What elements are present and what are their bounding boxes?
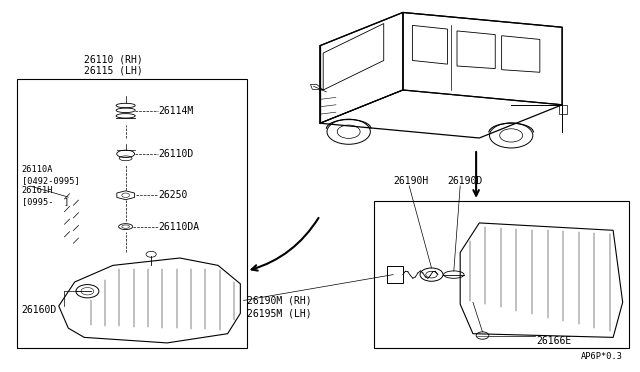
Text: 26110A: 26110A (22, 165, 53, 174)
Text: 26166E: 26166E (537, 336, 572, 346)
Text: [0995-  ]: [0995- ] (22, 197, 69, 206)
Text: 26195M (LH): 26195M (LH) (246, 308, 311, 318)
Text: 26115 (LH): 26115 (LH) (84, 65, 142, 75)
Text: AP6P*0.3: AP6P*0.3 (580, 352, 623, 361)
Bar (374, 201, 629, 349)
Text: 26190D: 26190D (447, 176, 483, 186)
Text: 26190M (RH): 26190M (RH) (246, 295, 311, 305)
Text: 26110D: 26110D (159, 149, 194, 159)
Text: 26250: 26250 (159, 190, 188, 200)
Text: [0492-0995]: [0492-0995] (22, 176, 79, 185)
Text: 26161H: 26161H (22, 186, 53, 195)
Text: 26114M: 26114M (159, 106, 194, 116)
Text: 26190H: 26190H (394, 176, 429, 186)
Bar (17, 79, 246, 349)
Bar (387, 266, 403, 283)
Text: 26110 (RH): 26110 (RH) (84, 54, 142, 64)
Text: 26160D: 26160D (22, 305, 57, 315)
Text: 26110DA: 26110DA (159, 222, 200, 232)
Bar (559, 105, 566, 114)
